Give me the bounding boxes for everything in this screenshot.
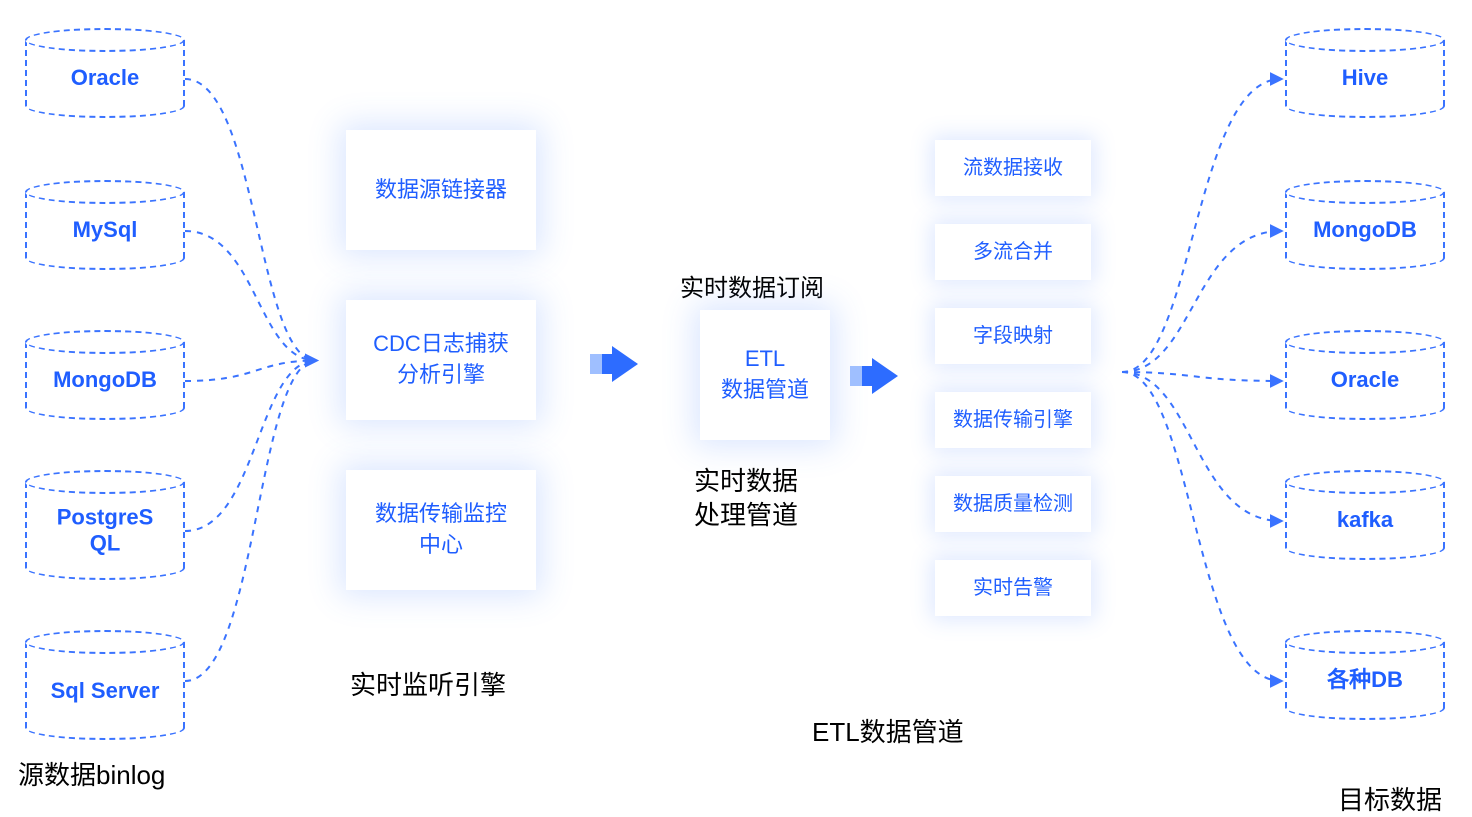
- database-node: Sql Server: [25, 630, 185, 740]
- process-card: 实时告警: [935, 560, 1091, 616]
- connector-edge: [1122, 372, 1281, 381]
- database-label: Oracle: [35, 64, 175, 90]
- database-label: MongoDB: [1295, 216, 1435, 242]
- section-label: 实时数据处理管道: [694, 465, 798, 533]
- connector-edge: [1122, 79, 1281, 372]
- connector-edge: [185, 361, 316, 382]
- connector-edge: [185, 231, 316, 361]
- process-card: 数据传输监控中心: [346, 470, 536, 590]
- database-node: PostgreSQL: [25, 470, 185, 580]
- database-label: MySql: [35, 216, 175, 242]
- process-card: 多流合并: [935, 224, 1091, 280]
- process-card: 数据源链接器: [346, 130, 536, 250]
- connector-edge: [185, 361, 316, 532]
- process-card: CDC日志捕获分析引擎: [346, 300, 536, 420]
- section-label: 目标数据: [1338, 780, 1442, 817]
- database-node: MySql: [25, 180, 185, 270]
- section-label: 实时监听引擎: [350, 665, 506, 702]
- process-card: 数据传输引擎: [935, 392, 1091, 448]
- database-label: 各种DB: [1295, 666, 1435, 692]
- flow-arrow-icon: [590, 346, 638, 382]
- database-node: MongoDB: [1285, 180, 1445, 270]
- database-label: kafka: [1295, 506, 1435, 532]
- section-label: ETL数据管道: [812, 712, 964, 749]
- connector-edge: [1122, 372, 1281, 521]
- process-card: 字段映射: [935, 308, 1091, 364]
- database-node: Oracle: [1285, 330, 1445, 420]
- process-card: ETL数据管道: [700, 310, 830, 440]
- connector-edge: [1122, 372, 1281, 681]
- connector-edge: [1122, 231, 1281, 372]
- process-card: 流数据接收: [935, 140, 1091, 196]
- process-card: 数据质量检测: [935, 476, 1091, 532]
- flow-arrow-icon: [850, 358, 898, 394]
- database-label: Oracle: [1295, 366, 1435, 392]
- database-node: MongoDB: [25, 330, 185, 420]
- database-label: Hive: [1295, 64, 1435, 90]
- section-label: 源数据binlog: [18, 755, 165, 792]
- database-node: Oracle: [25, 28, 185, 118]
- database-label: MongoDB: [35, 366, 175, 392]
- connector-edge: [185, 361, 316, 682]
- database-label: PostgreSQL: [35, 504, 175, 557]
- database-node: 各种DB: [1285, 630, 1445, 720]
- database-label: Sql Server: [35, 677, 175, 703]
- database-node: Hive: [1285, 28, 1445, 118]
- connector-edge: [185, 79, 316, 361]
- section-label: 实时数据订阅: [680, 268, 824, 303]
- database-node: kafka: [1285, 470, 1445, 560]
